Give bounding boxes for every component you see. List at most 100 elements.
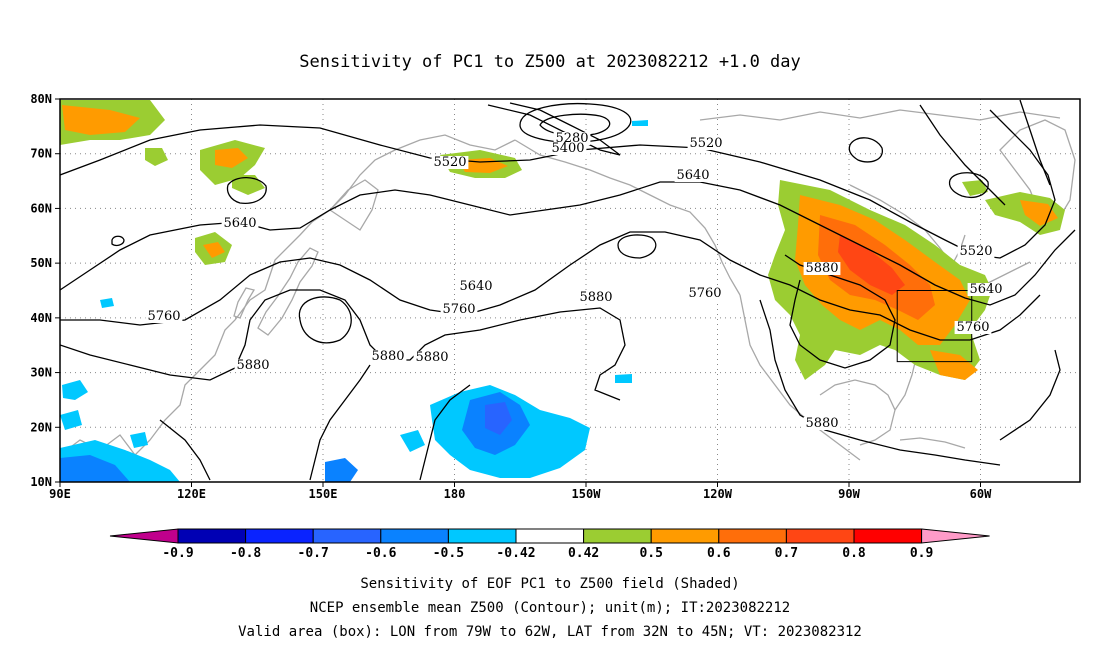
contour-5880-east [784,254,896,369]
contour-label-background [577,291,615,304]
positive-region-greenland-core [1020,200,1058,226]
longitude-label: 120E [177,487,206,501]
latitude-label: 80N [30,92,52,106]
contour-label-background [967,283,1005,296]
latitude-label: 70N [30,147,52,161]
contour-label-background [957,245,995,258]
contour-label-background [221,217,259,230]
contour-5880-west-loop [298,296,352,344]
contour-label: 5760 [688,286,721,301]
latitude-label: 10N [30,475,52,489]
colorbar-segment [312,528,382,544]
contour-high-north-2 [1019,99,1051,186]
contour-label: 5640 [223,216,256,231]
colorbar-segment [650,528,720,544]
negative-region-central-pacific-dark [485,402,512,435]
contour-5880-atlantic [999,349,1061,441]
contour-5880-asia-south [159,419,211,481]
contour-label-background [431,156,469,169]
contour-closed-4 [226,176,267,204]
negative-region-east-pacific [615,374,632,383]
colorbar-tick-label: -0.42 [496,546,535,561]
contour-label-background [687,137,725,150]
contour-label-background [954,321,992,334]
latitude-label: 20N [30,420,52,434]
contour-label-background [674,169,712,182]
colorbar-tick-label: -0.9 [162,546,193,561]
contour-5760 [60,231,1041,341]
coastline-arctic [699,109,1061,121]
contour-label-background [553,132,591,145]
positive-region-northwest-core [62,105,140,135]
caption-line-2: NCEP ensemble mean Z500 (Contour); unit(… [310,600,790,616]
colorbar-segment [785,528,855,544]
contour-label: 5760 [147,309,180,324]
contour-5880-pacific-south [419,384,471,481]
colorbar-segment [853,528,923,544]
contour-closed-2 [848,137,883,163]
negative-region-west-pacific [325,458,358,482]
colorbar-segment [515,528,585,544]
contour-label-background [803,262,841,275]
positive-region-east-coast [930,350,978,380]
contour-closed-3 [948,172,989,198]
contour-label: 5640 [969,282,1002,297]
contour-label: 5880 [805,416,838,431]
colorbar-segment [447,528,517,544]
longitude-label: 90W [838,487,860,501]
colorbar-tick-label: -0.8 [230,546,261,561]
contour-label: 5880 [579,290,612,305]
coastline-gulf [819,379,896,446]
contour-high-north [919,104,1006,206]
colorbar-right-extension [921,528,990,544]
colorbar-segment [245,528,314,544]
contour-5280-low [519,102,632,143]
colorbar-tick-label: 0.5 [639,546,662,561]
contour-5880-west-south [309,364,371,481]
colorbar-segment [718,528,787,544]
negative-region-south-asia-core [60,455,130,482]
contour-label-background [440,303,478,316]
coastline-korea [233,287,256,319]
longitude-label: 150E [309,487,338,501]
longitude-labels: 90E 120E 150E 180 150W 120W 90W 60W [49,482,992,501]
contour-5520-north [60,109,1056,259]
figure-title: Sensitivity of PC1 to Z500 at 2023082212… [299,52,801,72]
positive-region-siberia-core [215,148,248,168]
contour-label: 5520 [959,244,992,259]
contour-label-background [413,351,451,364]
contour-label-background [234,359,272,372]
positive-region-siberia-small [232,175,265,195]
colorbar-left-extension [109,528,179,544]
colorbar-tick-label: 0.7 [775,546,798,561]
contour-label-background [369,350,407,363]
caption-line-3: Valid area (box): LON from 79W to 62W, L… [238,624,862,640]
colorbar-segment [177,528,247,544]
contour-label: 5760 [442,302,475,317]
contour-label: 5880 [236,358,269,373]
contour-label: 5880 [371,349,404,364]
longitude-label: 90E [49,487,71,501]
positive-region-small-spot [145,148,168,166]
positive-region-core-red [838,235,905,295]
longitude-label: 60W [970,487,992,501]
contour-label: 5520 [433,155,466,170]
contour-label-background [145,310,183,323]
coastline-kamchatka [329,179,379,231]
negative-region-japan [100,298,114,308]
colorbar-segment [380,528,449,544]
coastline-japan [257,247,319,336]
longitude-label: 180 [444,487,466,501]
latitude-label: 60N [30,201,52,215]
longitude-label: 150W [572,487,602,501]
colorbar-tick-label: 0.8 [842,546,866,561]
colorbar-tick-label: -0.6 [365,546,396,561]
latitude-label: 30N [30,366,52,380]
positive-region-east-asia-core [203,242,225,258]
contour-label: 5400 [551,141,584,156]
contour-label: 5640 [459,279,492,294]
latitude-labels: 80N 70N 60N 50N 40N 30N 20N 10N [30,92,60,489]
negative-region-indian [62,380,88,400]
